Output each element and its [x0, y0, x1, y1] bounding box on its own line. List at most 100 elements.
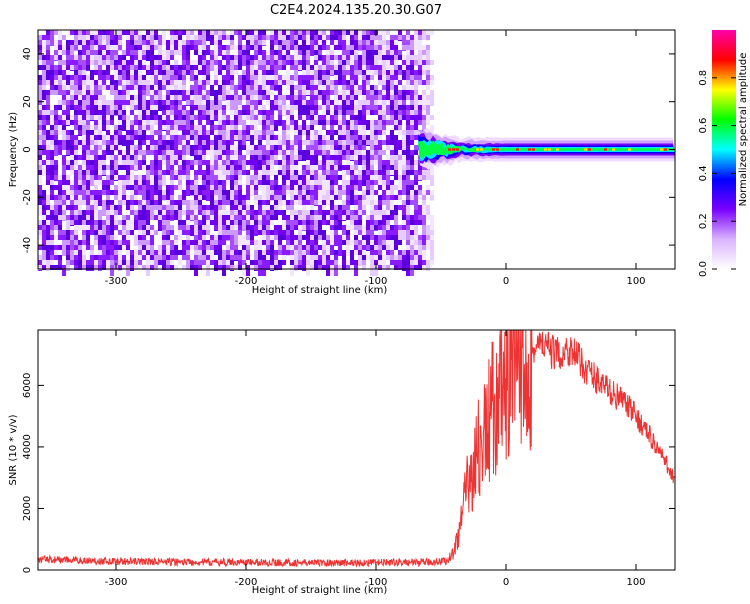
- spectrogram-cell: [226, 65, 230, 70]
- spectrogram-cell: [354, 265, 358, 276]
- spectrogram-cell: [58, 195, 62, 200]
- spectrogram-cell: [402, 70, 406, 75]
- spectrogram-cell: [62, 265, 66, 276]
- spectrogram-cell: [406, 190, 410, 195]
- spectrogram-cell: [282, 185, 286, 190]
- spectrogram-cell: [194, 95, 198, 100]
- spectrogram-cell: [186, 115, 190, 126]
- spectrogram-cell: [166, 260, 170, 265]
- spectrogram-cell: [346, 225, 350, 230]
- spectrogram-cell: [362, 140, 366, 145]
- spectrogram-cell: [230, 200, 234, 205]
- spectrogram-cell: [290, 220, 294, 225]
- spectrogram-cell: [394, 85, 398, 90]
- spectrogram-cell: [214, 95, 218, 106]
- spectrogram-cell: [42, 70, 46, 75]
- spectrogram-cell: [206, 100, 210, 111]
- spectrogram-cell: [314, 245, 318, 250]
- spectrogram-cell: [386, 75, 390, 80]
- spectrogram-cell: [106, 120, 110, 125]
- spectrogram-cell: [98, 110, 102, 115]
- spectrogram-cell: [186, 150, 190, 155]
- spectrogram-cell: [346, 190, 350, 195]
- spectrogram-cell: [94, 90, 98, 95]
- spectrogram-cell: [190, 110, 194, 115]
- colorbar-label: Normalized spectral amplitude: [738, 53, 749, 207]
- spectrogram-cell: [234, 115, 238, 126]
- spectrogram-cell: [118, 250, 122, 255]
- spectrogram-cell: [366, 85, 370, 90]
- spectrogram-cell: [278, 145, 282, 150]
- spectrogram-cell: [306, 65, 310, 70]
- spectrogram-cell: [158, 115, 162, 120]
- spectrogram-cell: [370, 70, 374, 75]
- spectrogram-cell: [406, 220, 410, 225]
- spectrogram-cell: [358, 100, 362, 105]
- spectrogram-cell: [138, 245, 142, 250]
- spectrogram-cell: [86, 150, 90, 155]
- spectrogram-cell: [278, 135, 282, 140]
- spectrogram-cell: [126, 170, 130, 175]
- spectrogram-cell: [390, 135, 394, 140]
- spectrogram-cell: [174, 215, 178, 220]
- spectrogram-cell: [210, 35, 214, 40]
- spectrogram-cell: [46, 180, 50, 185]
- spectrogram-cell: [294, 240, 298, 245]
- spectrogram-cell: [414, 150, 418, 155]
- spectrogram-cell: [178, 185, 182, 190]
- spectrogram-cell: [114, 225, 118, 230]
- spectrogram-cell: [418, 205, 422, 216]
- spectrogram-cell: [274, 55, 278, 60]
- spectrogram-cell: [366, 40, 370, 45]
- spectrogram-cell: [86, 65, 90, 70]
- spectrogram-cell: [322, 230, 326, 241]
- spectrogram-cell: [214, 40, 218, 45]
- spectrogram-cell: [386, 200, 390, 211]
- spectrogram-cell: [162, 245, 166, 250]
- spectrogram-cell: [106, 75, 110, 80]
- spectrogram-cell: [226, 70, 230, 75]
- spectrogram-cell: [166, 90, 170, 95]
- spectrogram-cell: [398, 225, 402, 230]
- spectrogram-cell: [250, 145, 254, 150]
- spectrogram-cell: [166, 160, 170, 165]
- spectrogram-cell: [290, 255, 294, 260]
- spectrogram-cell: [142, 95, 146, 106]
- spectrogram-cell: [38, 155, 42, 160]
- spectrogram-cell: [374, 70, 378, 75]
- spectrogram-cell: [198, 120, 202, 125]
- spectrogram-cell: [170, 255, 174, 260]
- spectrogram-cell: [250, 235, 254, 240]
- spectrogram-cell: [166, 115, 170, 120]
- spectrogram-cell: [74, 55, 78, 60]
- spectrogram-cell: [54, 150, 58, 155]
- spectrogram-cell: [222, 235, 226, 240]
- spectrogram-cell: [182, 225, 186, 230]
- spectrogram-cell: [326, 240, 330, 245]
- spectrogram-cell: [166, 220, 170, 225]
- spectrogram-cell: [270, 220, 274, 225]
- spectrogram-cell: [266, 95, 270, 100]
- signal-peak: [480, 148, 483, 151]
- spectrogram-cell: [58, 140, 62, 145]
- spectrogram-cell: [110, 170, 114, 175]
- spectrogram-cell: [174, 155, 178, 160]
- spectrogram-cell: [170, 240, 174, 245]
- spectrogram-cell: [370, 215, 374, 220]
- spectrogram-cell: [134, 250, 138, 255]
- spectrogram-cell: [210, 240, 214, 245]
- spectrogram-cell: [254, 265, 258, 270]
- spectrogram-cell: [342, 185, 346, 190]
- spectrogram-cell: [290, 210, 294, 215]
- spectrogram-cell: [422, 50, 426, 55]
- spectrogram-cell: [62, 120, 66, 125]
- spectrogram-cell: [154, 215, 158, 220]
- spectrogram-cell: [426, 65, 430, 70]
- spectrogram-cell: [82, 115, 86, 120]
- spectrogram-cell: [194, 190, 198, 195]
- spectrogram-cell: [62, 165, 66, 176]
- spectrogram-cell: [138, 210, 142, 215]
- spectrogram-cell: [302, 180, 306, 185]
- spectrogram-cell: [374, 140, 378, 145]
- spectrogram-cell: [206, 70, 210, 75]
